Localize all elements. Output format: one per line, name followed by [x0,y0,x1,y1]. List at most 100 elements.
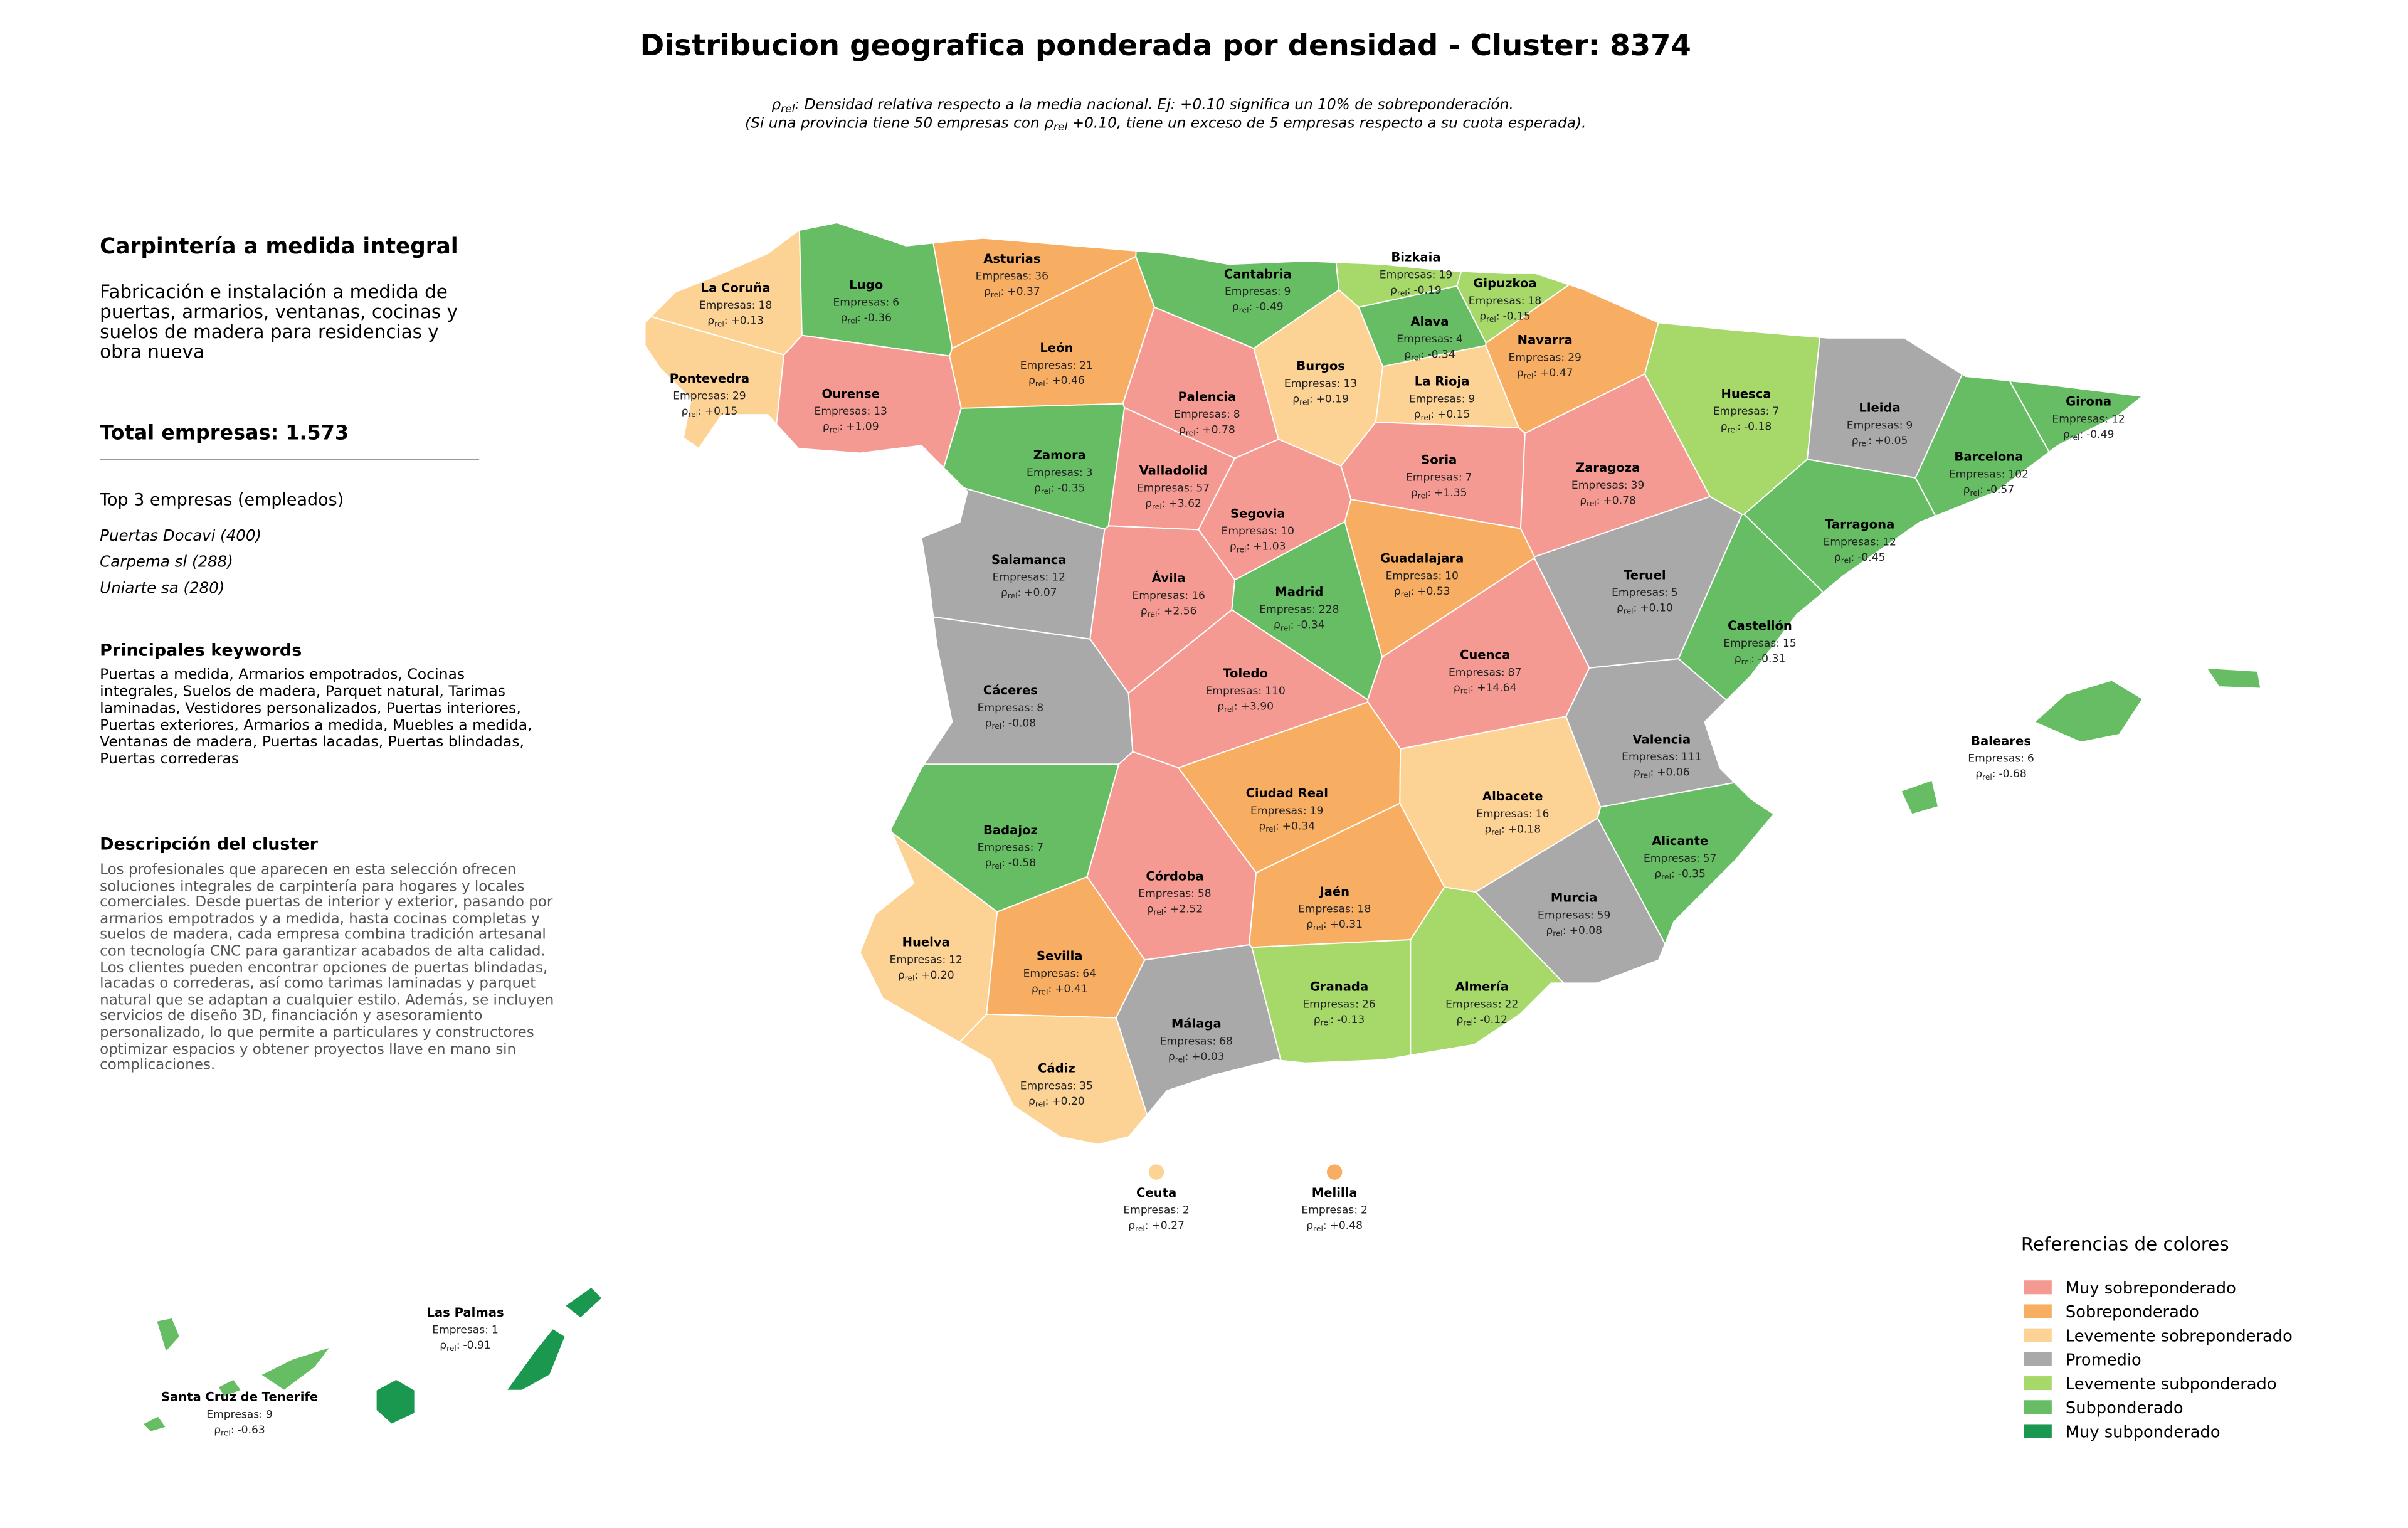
rho-sub: rel [1135,1224,1145,1233]
province-rho: ρrel: +0.19 [1292,393,1349,407]
province [958,1013,1148,1145]
legend-label: Promedio [2066,1351,2141,1370]
count-label: Empresas: [1445,999,1502,1011]
province-rho: ρrel: +0.37 [984,285,1040,299]
count-label: Empresas: [1250,805,1307,817]
rho-sub: rel [1153,908,1163,916]
rho-symbol: ρ [1580,494,1587,507]
rho-sub: rel [1460,687,1471,696]
rho-value: +0.48 [1330,1219,1363,1232]
subtitle: (Si una provincia tiene 50 empresas con … [745,114,1586,134]
count-label: Empresas: [1284,378,1341,390]
rho-suffix: : [1309,393,1313,406]
province-rho: ρrel: +0.53 [1394,585,1450,599]
province-name: Valladolid [1139,464,1208,478]
count-value: 8 [1037,702,1043,714]
rho-sub: rel [221,1429,231,1438]
rho-suffix: : [1427,487,1431,499]
rho-value: +2.56 [1164,605,1196,618]
count-label: Empresas: [1020,359,1077,372]
province [376,1287,603,1425]
rho-suffix: : [1018,586,1022,599]
rho-symbol: ρ [1963,484,1970,496]
province-count: Empresas: 9 [1847,419,1913,432]
province-count: Empresas: 13 [815,405,887,418]
rho-symbol: ρ [1145,497,1152,510]
province-name: Alicante [1652,834,1708,848]
count-label: Empresas: [1380,268,1436,281]
province-rho: ρrel: +0.78 [1179,424,1235,438]
province [1900,667,2261,815]
count-value: 19 [1310,805,1324,817]
rho-symbol: ρ [898,969,905,982]
province-rho: ρrel: -0.63 [214,1424,265,1438]
rho-value: +0.15 [1437,408,1470,421]
province-rho: ρrel: +0.10 [1617,602,1673,616]
province-name: Zaragoza [1576,460,1640,475]
rho-symbol: ρ [840,312,847,324]
count-label: Empresas: [1132,590,1188,602]
rho-value: -0.15 [1502,310,1530,322]
count-value: 3 [1086,467,1093,479]
rho-value: +0.27 [1151,1219,1184,1232]
rho-suffix: : [1501,823,1505,836]
count-value: 10 [1281,525,1294,538]
province-count: Empresas: 110 [1205,685,1285,698]
count-label: Empresas: [1538,909,1594,921]
rho-value: -0.35 [1678,867,1706,880]
province-rho: ρrel: -0.35 [1654,867,1706,881]
province-count: Empresas: 10 [1222,525,1294,538]
count-label: Empresas: [976,270,1032,283]
rho-value: -0.45 [1857,551,1885,564]
rho-symbol: ρ [771,96,781,113]
province-name: Lleida [1859,400,1900,415]
province-name: Ourense [822,386,880,401]
rho-symbol: ρ [1044,114,1054,131]
cluster-heading: Descripción del cluster [100,834,318,854]
rho-suffix: : [724,315,728,327]
count-value: 2 [1183,1204,1190,1217]
province-rho: ρrel: -0.15 [1479,310,1531,324]
panel-total: Total empresas: 1.573 [100,422,349,446]
rho-sub: rel [1186,428,1196,437]
count-label: Empresas: [978,842,1034,854]
count-value: 6 [892,296,899,309]
rho-suffix: : [1185,1051,1188,1063]
rho-value: -0.63 [238,1424,265,1436]
subtitle-text: : Densidad relativa respecto a la media … [795,96,1513,113]
count-label: Empresas: [1123,1204,1180,1217]
province-name: Almería [1455,980,1509,994]
count-value: 9 [1468,393,1475,406]
province-rho: ρrel: +0.20 [898,969,954,983]
province-name: Málaga [1171,1016,1222,1031]
rho-value: +0.15 [705,405,737,418]
rho-value: +0.06 [1657,767,1689,779]
rho-sub: rel [446,1344,457,1353]
province-rho: ρrel: -0.13 [1314,1014,1365,1027]
count-value: 102 [2008,469,2029,481]
province-rho: ρrel: -0.18 [1721,421,1772,435]
count-value: 5 [1671,586,1678,599]
province-name: Ávila [1152,571,1186,585]
rho-suffix: : [1597,494,1600,507]
province-rho: ρrel: +3.90 [1217,700,1274,714]
rho-value: +0.13 [731,315,763,327]
rho-suffix: : [1001,285,1005,298]
legend-title: Referencias de colores [2021,1233,2229,1255]
province-name: La Coruña [701,280,771,295]
province-rho: ρrel: +1.03 [1230,541,1286,554]
province-name: Barcelona [1954,450,2023,464]
count-value: 29 [1568,352,1582,364]
rho-symbol: ρ [1028,1095,1035,1108]
count-value: 13 [1344,378,1358,390]
rho-sub: rel [1491,828,1501,837]
province-rho: ρrel: +3.62 [1145,497,1201,511]
title: Distribucion geografica ponderada por de… [640,28,1691,62]
province-count: Empresas: 7 [1406,472,1472,484]
province-name: Salamanca [991,553,1067,567]
province [1326,1164,1343,1180]
count-label: Empresas: [1612,586,1668,599]
rho-suffix: : [457,1339,460,1352]
province-rho: ρrel: +2.56 [1141,605,1197,619]
